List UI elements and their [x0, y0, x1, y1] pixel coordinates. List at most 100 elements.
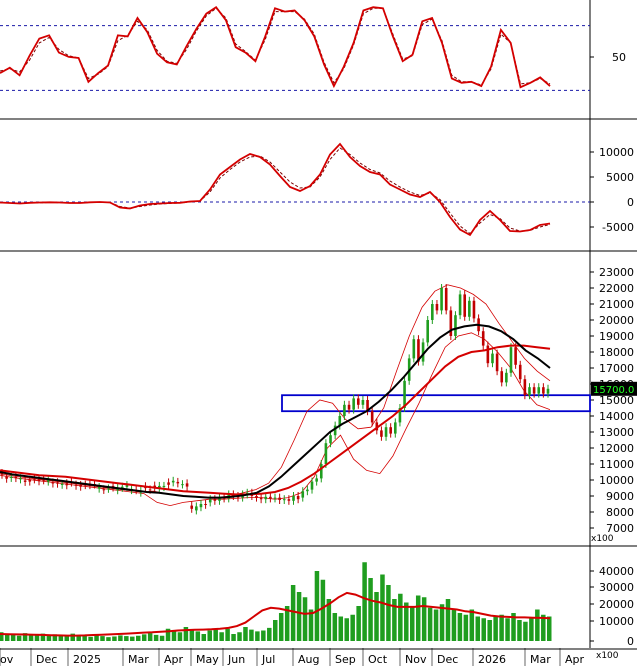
volume-bar: [350, 614, 355, 641]
price-candle: [366, 400, 369, 412]
price-candle: [278, 497, 281, 500]
volume-bar: [410, 606, 415, 641]
price-candle: [403, 380, 406, 408]
price-candle: [468, 300, 471, 317]
volume-bar: [499, 614, 504, 641]
price-candle: [491, 353, 494, 364]
volume-bar: [136, 635, 141, 641]
price-candle: [523, 379, 527, 396]
volume-bar: [64, 636, 70, 641]
volume-bar: [52, 634, 58, 641]
price-candle: [347, 404, 351, 410]
volume-bar: [344, 618, 349, 641]
volume-bar: [0, 632, 4, 641]
last-price-box: [591, 381, 637, 396]
x-axis-label: Apr: [164, 653, 184, 666]
price-candle: [255, 496, 258, 498]
price-candle: [28, 479, 32, 482]
oscillator-main-line: [0, 5, 551, 89]
volume-bar: [10, 633, 16, 641]
volume-unit-label: x100: [591, 534, 614, 544]
volume-bar: [46, 635, 52, 641]
volume-bar: [40, 633, 46, 641]
momentum-tick-label: 10000: [599, 146, 634, 159]
price-candle: [23, 480, 27, 482]
price-candle: [380, 430, 383, 437]
volume-bar: [273, 620, 278, 641]
volume-bar: [505, 618, 510, 641]
price-candle: [9, 476, 13, 478]
price-tick-label: 23000: [599, 266, 634, 279]
price-candle: [167, 482, 170, 485]
price-candle: [472, 300, 476, 319]
x-axis-label: 2026: [478, 653, 506, 666]
volume-ma-line: [0, 591, 551, 637]
price-tick-label: 14000: [599, 410, 634, 423]
price-candle: [171, 480, 175, 483]
price-short-ma-line: [0, 323, 551, 499]
price-candle: [375, 422, 379, 431]
volume-bar: [469, 609, 475, 641]
volume-bar: [243, 627, 248, 641]
price-candle: [287, 499, 291, 501]
volume-bar: [16, 635, 22, 641]
x-axis-label: Jun: [227, 653, 245, 666]
support-zone-box: [281, 394, 591, 413]
volume-bar: [201, 634, 207, 641]
volume-bar: [308, 609, 314, 641]
price-candle: [384, 427, 388, 437]
price-candle: [292, 496, 295, 501]
volume-bar: [267, 627, 272, 641]
price-candle: [190, 505, 194, 509]
volume-bar: [356, 606, 361, 641]
price-candle: [324, 443, 328, 464]
momentum-main-line: [0, 142, 551, 237]
volume-tick-label: 30000: [599, 581, 634, 594]
price-candle: [273, 497, 277, 499]
price-candle: [199, 504, 203, 508]
x-axis-label: Oct: [368, 653, 388, 666]
volume-bar: [427, 607, 433, 641]
price-tick-label: 19000: [599, 330, 634, 343]
volume-bar: [326, 599, 332, 641]
price-candle: [83, 484, 87, 486]
price-candle: [296, 496, 300, 500]
volume-bar: [278, 613, 284, 641]
volume-bar: [511, 613, 516, 641]
price-candle: [79, 484, 82, 487]
volume-bar: [88, 636, 93, 641]
price-tick-label: 15000: [599, 394, 634, 407]
price-candle: [319, 464, 323, 479]
volume-bar: [112, 636, 117, 641]
price-candle: [74, 484, 78, 486]
price-tick-label: 12000: [599, 442, 634, 455]
volume-bar: [255, 631, 260, 641]
volume-bar: [529, 618, 534, 641]
momentum-tick-label: 0: [627, 196, 634, 209]
x-axis-label: ov: [0, 653, 14, 666]
price-candle: [97, 487, 101, 489]
price-candle: [42, 479, 45, 481]
price-candle: [51, 482, 55, 484]
volume-bar: [296, 592, 302, 641]
x-axis-label: Dec: [437, 653, 458, 666]
volume-bar: [219, 632, 224, 641]
oscillator-signal-line: [0, 7, 551, 86]
price-candle: [440, 288, 443, 311]
volume-bar: [481, 618, 486, 641]
volume-bar: [147, 633, 153, 641]
price-candle: [204, 504, 207, 505]
volume-tick-label: 10000: [599, 615, 634, 628]
price-candle: [333, 425, 337, 436]
volume-bar: [4, 634, 10, 641]
price-tick-label: 20000: [599, 314, 634, 327]
price-candle: [454, 315, 457, 336]
volume-bar: [189, 630, 195, 641]
price-candle: [176, 481, 180, 484]
price-candle: [546, 388, 550, 394]
price-candle: [158, 485, 161, 488]
volume-bar: [237, 632, 242, 641]
price-candle: [329, 435, 332, 444]
price-candle: [37, 478, 41, 482]
